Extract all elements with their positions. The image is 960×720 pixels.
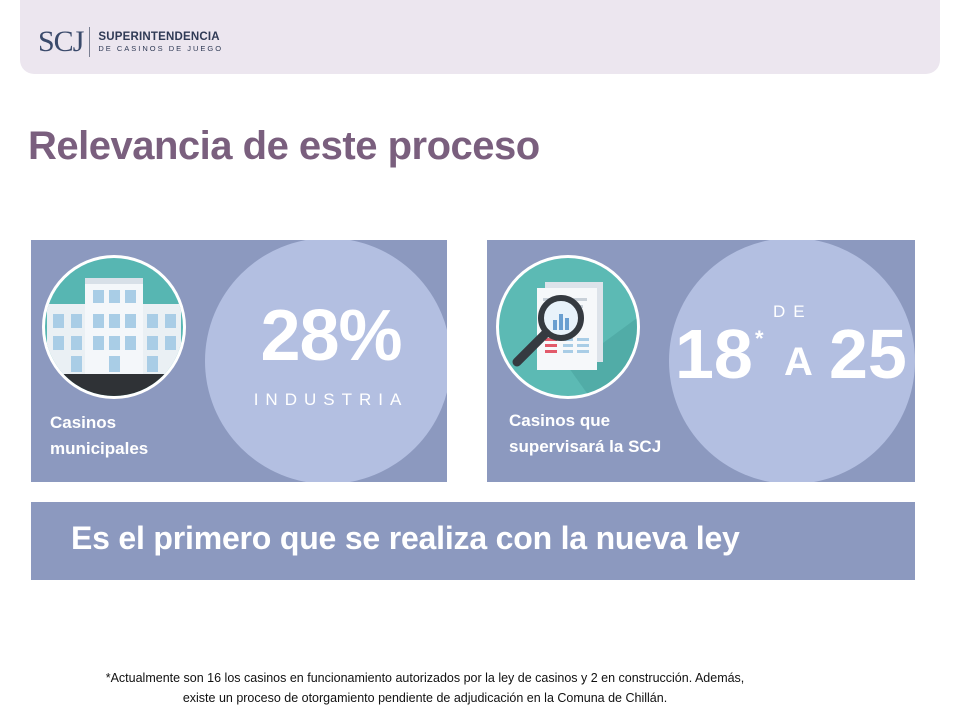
building-icon [45, 258, 183, 396]
percent-value: 28% [260, 296, 402, 376]
logo-divider [89, 27, 91, 57]
panel-label-line1: Casinos [50, 413, 117, 432]
municipal-casinos-panel: 28% INDUSTRIA Casinos municipales [31, 240, 447, 482]
logo-line1: SUPERINTENDENCIA [98, 30, 220, 43]
footnote: *Actualmente son 16 los casinos en funci… [0, 668, 850, 708]
panel-label-line2: municipales [50, 439, 149, 458]
panel-label: Casinos que supervisará la SCJ [509, 408, 661, 460]
range-from: 18 [675, 315, 753, 393]
range-circle [669, 240, 915, 482]
logo-mark: SCJ [38, 25, 84, 58]
panel-label-line2: supervisará la SCJ [509, 437, 662, 456]
footnote-asterisk: * [755, 326, 764, 351]
magnifier-report-icon [499, 258, 637, 396]
supervised-casinos-panel: DE 18 * A 25 Casinos que supervisará la … [487, 240, 915, 482]
footnote-line2: existe un proceso de otorgamiento pendie… [182, 691, 668, 705]
header-bar: SCJ SUPERINTENDENCIA DE CASINOS DE JUEGO [20, 0, 940, 74]
range-prefix: DE [773, 302, 813, 321]
banner-text: Es el primero que se realiza con la nuev… [71, 520, 740, 556]
footnote-line1: *Actualmente son 16 los casinos en funci… [105, 671, 745, 685]
percent-caption: INDUSTRIA [253, 390, 409, 409]
highlight-banner: Es el primero que se realiza con la nuev… [31, 502, 915, 580]
percent-circle [205, 240, 447, 482]
panel-label: Casinos municipales [50, 410, 148, 462]
logo-text: SUPERINTENDENCIA DE CASINOS DE JUEGO [98, 31, 223, 54]
logo-line2: DE CASINOS DE JUEGO [98, 43, 224, 53]
panel-label-line1: Casinos que [509, 411, 611, 430]
range-connector: A [784, 340, 813, 384]
page-title: Relevancia de este proceso [28, 124, 540, 168]
range-to: 25 [829, 315, 907, 393]
scj-logo[interactable]: SCJ SUPERINTENDENCIA DE CASINOS DE JUEGO [38, 24, 223, 60]
